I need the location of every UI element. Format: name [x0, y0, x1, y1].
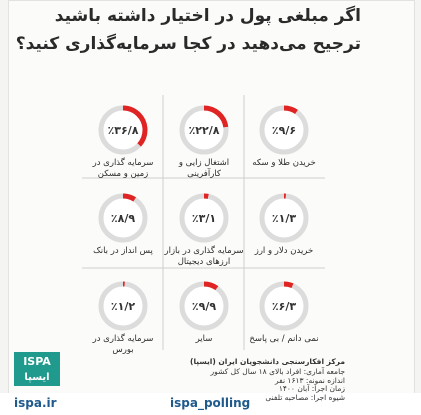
ring-arc	[179, 281, 229, 331]
logo-persian: ایسپا	[24, 372, 49, 383]
title: ترجیح می‌دهید در کجا سرمایه‌گذاری کنید؟	[15, 34, 361, 54]
ring-arc	[259, 281, 309, 331]
category-label: سرمایه گذاری در بورس	[92, 334, 154, 355]
value-label: ٪۳۶/۸	[108, 124, 139, 137]
value-label: ٪۹/۹	[192, 300, 216, 313]
category-label: سایر	[195, 334, 213, 344]
ring-arc	[179, 105, 229, 155]
source-org: مرکز افکارسنجی دانشجویان ایران (ایسپا)	[190, 357, 345, 366]
category-label: پس انداز در بانک	[93, 246, 153, 256]
value-label: ٪۳/۱	[192, 212, 216, 225]
site[interactable]: ispa.ir	[14, 396, 57, 410]
category-label: سرمایه گذاری در بازار ارزهای دیجیتال	[164, 246, 244, 267]
logo-latin: ISPA	[23, 355, 51, 368]
ring-arc	[98, 281, 148, 331]
category-label: اشتغال زایی و کارآفرینی	[178, 158, 230, 179]
category-label: سرمایه گذاری در زمین و مسکن	[92, 158, 154, 179]
ring-arc	[259, 193, 309, 243]
category-label: خریدن طلا و سکه	[252, 158, 316, 168]
logo-box	[14, 352, 60, 386]
category-label: نمی دانم / بی پاسخ	[249, 334, 319, 344]
ring-arc	[259, 105, 309, 155]
value-label: ٪۱/۲	[111, 300, 135, 313]
value-label: ٪۶/۳	[272, 300, 296, 313]
category-label: خریدن دلار و ارز	[254, 246, 314, 256]
source-line: شیوه اجرا: مصاحبه تلفنی	[265, 392, 345, 402]
ring-arc	[98, 193, 148, 243]
dividers	[82, 95, 325, 350]
handle[interactable]: ispa_polling	[170, 396, 251, 410]
value-label: ٪۱/۳	[272, 212, 296, 225]
value-label: ٪۲۲/۸	[189, 124, 220, 137]
footer-bar: ispa.ir ispa_polling	[0, 393, 421, 415]
value-label: ٪۸/۹	[111, 212, 135, 225]
logo: ISPA ایسپا	[14, 352, 60, 386]
value-label: ٪۹/۶	[272, 124, 296, 137]
ring-arc	[98, 105, 148, 155]
ring-arc	[179, 193, 229, 243]
source-line: زمان اجرا: آبان ۱۴۰۰	[278, 384, 345, 393]
title: اگر مبلغی پول در اختیار داشته باشید	[54, 6, 361, 26]
source-line: اندازه نمونه: ۱۶۱۳ نفر	[275, 375, 345, 385]
source-line: جامعه آماری: افراد بالای ۱۸ سال کل کشور	[210, 367, 345, 376]
